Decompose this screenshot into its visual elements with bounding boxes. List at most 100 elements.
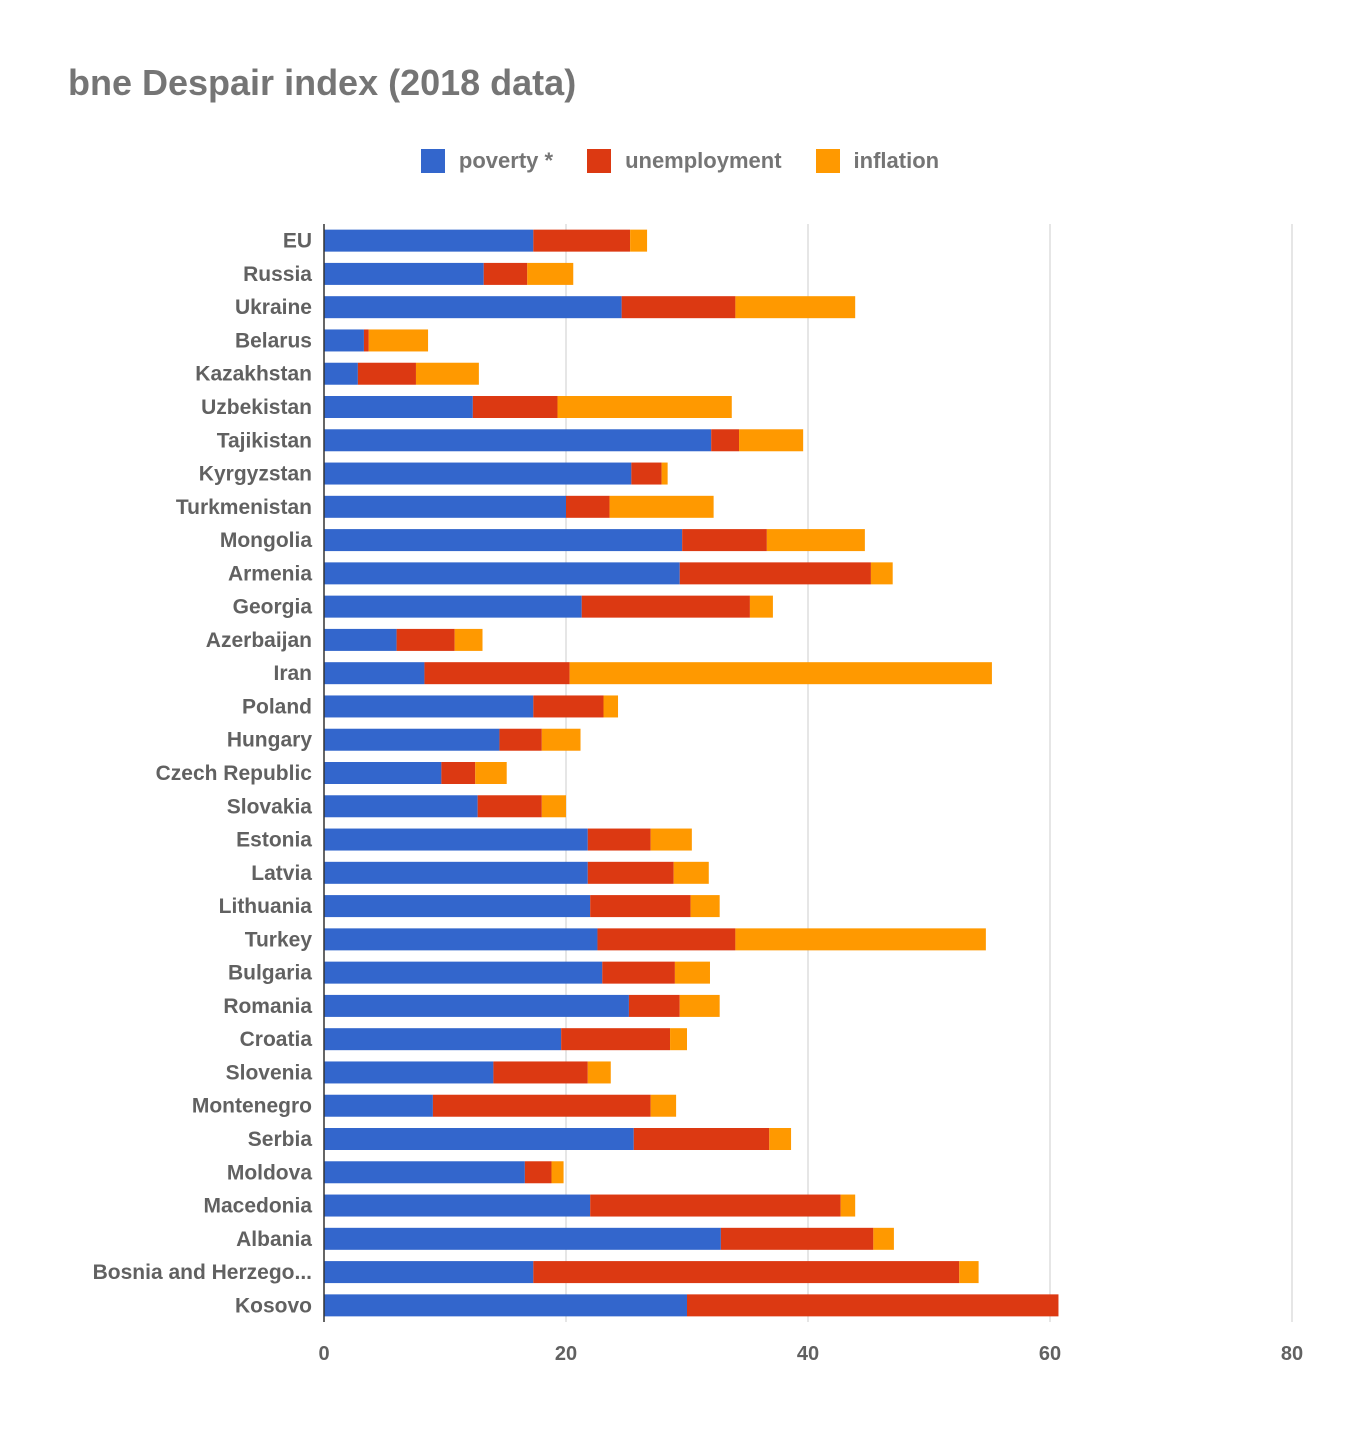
bar-russia-poverty[interactable] <box>324 262 484 285</box>
bar-bosnia-and-herzego-unemployment[interactable] <box>533 1261 960 1284</box>
bar-kyrgyzstan-inflation[interactable] <box>661 462 668 485</box>
bar-macedonia-poverty[interactable] <box>324 1194 591 1217</box>
bar-estonia-unemployment[interactable] <box>587 828 651 851</box>
bar-croatia-poverty[interactable] <box>324 1028 562 1051</box>
bar-ukraine-inflation[interactable] <box>735 296 856 319</box>
bar-iran-poverty[interactable] <box>324 662 425 685</box>
bar-moldova-poverty[interactable] <box>324 1161 525 1184</box>
legend-item-unemployment[interactable]: unemployment <box>587 148 782 174</box>
bar-romania-inflation[interactable] <box>679 994 720 1017</box>
bar-turkey-poverty[interactable] <box>324 928 598 951</box>
bar-eu-poverty[interactable] <box>324 229 534 252</box>
bar-ukraine-unemployment[interactable] <box>621 296 736 319</box>
bar-slovakia-inflation[interactable] <box>541 795 566 818</box>
bar-macedonia-inflation[interactable] <box>840 1194 856 1217</box>
bar-romania-poverty[interactable] <box>324 994 629 1017</box>
bar-georgia-inflation[interactable] <box>749 595 773 618</box>
bar-kyrgyzstan-poverty[interactable] <box>324 462 632 485</box>
bar-montenegro-unemployment[interactable] <box>432 1094 651 1117</box>
bar-azerbaijan-inflation[interactable] <box>454 628 483 651</box>
bar-georgia-poverty[interactable] <box>324 595 582 618</box>
bar-serbia-poverty[interactable] <box>324 1128 634 1150</box>
bar-russia-inflation[interactable] <box>527 262 574 285</box>
bar-slovakia-poverty[interactable] <box>324 795 478 818</box>
bar-poland-poverty[interactable] <box>324 695 534 718</box>
bar-croatia-unemployment[interactable] <box>561 1028 671 1051</box>
bar-bosnia-and-herzego-inflation[interactable] <box>959 1261 979 1284</box>
bar-estonia-inflation[interactable] <box>650 828 692 851</box>
bar-armenia-unemployment[interactable] <box>679 562 871 585</box>
bar-mongolia-poverty[interactable] <box>324 529 683 552</box>
bar-bosnia-and-herzego-poverty[interactable] <box>324 1261 534 1284</box>
bar-uzbekistan-inflation[interactable] <box>557 396 732 418</box>
bar-montenegro-inflation[interactable] <box>650 1094 677 1117</box>
bar-kazakhstan-unemployment[interactable] <box>357 362 416 385</box>
bar-tajikistan-inflation[interactable] <box>739 429 804 452</box>
bar-tajikistan-poverty[interactable] <box>324 429 712 452</box>
bar-eu-inflation[interactable] <box>630 229 648 252</box>
bar-slovenia-unemployment[interactable] <box>493 1061 588 1084</box>
bar-bulgaria-inflation[interactable] <box>674 961 710 984</box>
bar-serbia-unemployment[interactable] <box>633 1128 770 1150</box>
bar-azerbaijan-unemployment[interactable] <box>396 628 455 651</box>
bar-belarus-unemployment[interactable] <box>363 329 369 352</box>
bar-bulgaria-unemployment[interactable] <box>602 961 675 984</box>
bar-hungary-poverty[interactable] <box>324 728 500 751</box>
bar-turkmenistan-unemployment[interactable] <box>566 495 610 518</box>
bar-belarus-poverty[interactable] <box>324 329 364 352</box>
bar-slovenia-inflation[interactable] <box>587 1061 611 1084</box>
bar-turkmenistan-inflation[interactable] <box>609 495 714 518</box>
bar-czech-republic-inflation[interactable] <box>475 762 507 784</box>
bar-mongolia-unemployment[interactable] <box>682 529 767 552</box>
bar-macedonia-unemployment[interactable] <box>590 1194 841 1217</box>
bar-romania-unemployment[interactable] <box>628 994 680 1017</box>
bar-armenia-inflation[interactable] <box>870 562 893 585</box>
bar-georgia-unemployment[interactable] <box>581 595 750 618</box>
legend-item-inflation[interactable]: inflation <box>815 148 939 174</box>
bar-slovakia-unemployment[interactable] <box>477 795 542 818</box>
bar-kyrgyzstan-unemployment[interactable] <box>631 462 662 485</box>
bar-uzbekistan-poverty[interactable] <box>324 396 473 418</box>
bar-moldova-inflation[interactable] <box>551 1161 564 1184</box>
bar-iran-unemployment[interactable] <box>424 662 570 685</box>
bar-latvia-unemployment[interactable] <box>587 861 674 884</box>
bar-ukraine-poverty[interactable] <box>324 296 622 319</box>
bar-russia-unemployment[interactable] <box>483 262 528 285</box>
bar-kosovo-poverty[interactable] <box>324 1294 687 1317</box>
bar-armenia-poverty[interactable] <box>324 562 680 585</box>
bar-hungary-inflation[interactable] <box>541 728 581 751</box>
bar-czech-republic-unemployment[interactable] <box>441 762 476 784</box>
bar-croatia-inflation[interactable] <box>670 1028 687 1051</box>
bar-albania-unemployment[interactable] <box>720 1227 874 1250</box>
bar-turkey-unemployment[interactable] <box>597 928 736 951</box>
bar-slovenia-poverty[interactable] <box>324 1061 494 1084</box>
bar-bulgaria-poverty[interactable] <box>324 961 603 984</box>
bar-hungary-unemployment[interactable] <box>499 728 542 751</box>
bar-turkey-inflation[interactable] <box>735 928 986 951</box>
bar-albania-inflation[interactable] <box>873 1227 894 1250</box>
bar-moldova-unemployment[interactable] <box>524 1161 552 1184</box>
bar-latvia-inflation[interactable] <box>673 861 709 884</box>
bar-lithuania-poverty[interactable] <box>324 895 591 918</box>
bar-serbia-inflation[interactable] <box>769 1128 792 1150</box>
bar-eu-unemployment[interactable] <box>533 229 631 252</box>
bar-belarus-inflation[interactable] <box>368 329 429 352</box>
legend-item-poverty[interactable]: poverty * <box>420 148 553 174</box>
bar-lithuania-unemployment[interactable] <box>590 895 691 918</box>
bar-tajikistan-unemployment[interactable] <box>711 429 740 452</box>
bar-turkmenistan-poverty[interactable] <box>324 495 566 518</box>
bar-uzbekistan-unemployment[interactable] <box>472 396 558 418</box>
bar-kosovo-unemployment[interactable] <box>687 1294 1059 1317</box>
bar-poland-inflation[interactable] <box>603 695 619 718</box>
bar-azerbaijan-poverty[interactable] <box>324 628 397 651</box>
bar-lithuania-inflation[interactable] <box>690 895 720 918</box>
bar-montenegro-poverty[interactable] <box>324 1094 433 1117</box>
bar-albania-poverty[interactable] <box>324 1227 721 1250</box>
bar-mongolia-inflation[interactable] <box>766 529 865 552</box>
bar-iran-inflation[interactable] <box>569 662 992 685</box>
bar-kazakhstan-inflation[interactable] <box>415 362 479 385</box>
bar-czech-republic-poverty[interactable] <box>324 762 442 784</box>
bar-latvia-poverty[interactable] <box>324 861 588 884</box>
bar-kazakhstan-poverty[interactable] <box>324 362 358 385</box>
bar-estonia-poverty[interactable] <box>324 828 588 851</box>
